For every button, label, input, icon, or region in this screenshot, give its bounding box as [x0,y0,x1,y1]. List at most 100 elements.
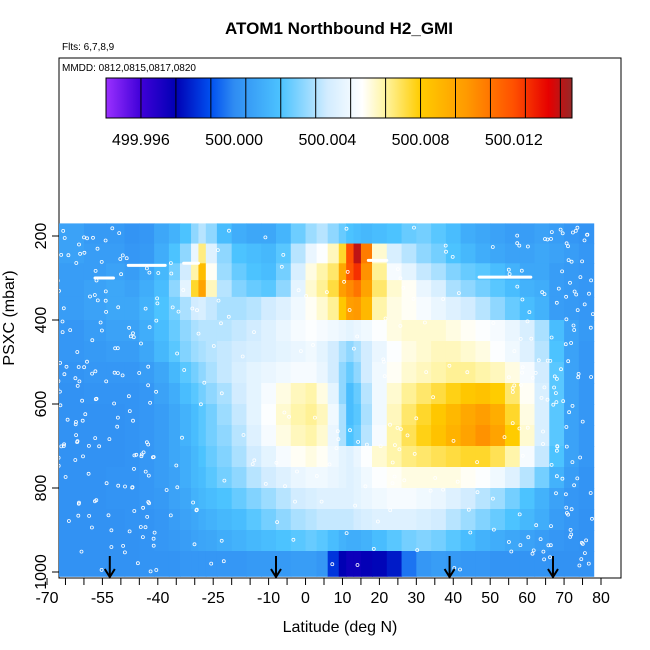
sample-marker [344,226,349,231]
heatmap-cell [549,425,565,447]
sample-marker [559,367,563,372]
heatmap-cell [261,320,277,342]
heatmap-cell [261,263,277,281]
heatmap-cell [475,223,491,245]
heatmap-cell [460,530,477,552]
heatmap-cell [445,243,462,264]
sample-marker [546,543,551,548]
sample-marker [128,334,133,339]
sample-marker [59,389,62,394]
heatmap-cell [154,223,170,245]
sample-marker [141,505,146,510]
heatmap-cell [198,383,207,405]
sample-marker [525,319,530,324]
heatmap-cell [445,509,462,531]
sample-marker [554,391,558,396]
sample-marker [263,235,268,240]
sample-marker [355,563,360,567]
heatmap-cell [460,509,477,531]
heatmap-cell [179,223,192,245]
heatmap-cell [360,404,373,426]
sample-marker [526,535,531,540]
sample-marker [573,228,578,233]
heatmap-cell [205,488,218,510]
colorbar-label-0: 499.996 [112,132,170,149]
sample-marker [100,328,104,333]
heatmap-cell [168,280,181,298]
x-tick-label: 20 [371,590,389,607]
heatmap-cell [460,223,477,245]
sample-marker [219,321,223,326]
heatmap-cell [246,425,262,447]
sample-marker [137,371,142,375]
heatmap-cell [490,530,506,552]
sample-marker [64,364,69,369]
heatmap-cell [490,467,506,489]
heatmap-cell [290,341,307,363]
heatmap-cell [179,551,192,577]
heatmap-cell [431,296,447,321]
sample-marker [241,433,246,437]
heatmap-cell [305,425,318,447]
x-axis: -70 -55 -40 -25 -10 0 10 20 30 40 50 60 … [35,578,610,607]
sample-marker [431,395,436,400]
sample-marker [582,302,587,307]
heatmap-cell [360,243,373,264]
heatmap-cell [216,404,233,426]
heatmap-cell [445,467,462,489]
arrow-marker [270,556,282,579]
heatmap-cell [246,280,262,298]
heatmap-cell [205,341,218,363]
sample-marker [222,478,227,483]
sample-marker [575,308,580,313]
sample-marker [77,242,81,247]
sample-marker [433,476,438,480]
sample-marker [131,331,135,336]
heatmap-cell [431,383,447,405]
sample-marker [151,536,156,541]
heatmap-cell [124,243,140,264]
heatmap-cell [191,383,200,405]
sample-marker [390,481,395,486]
sample-marker [563,342,568,347]
heatmap-cell [372,383,388,405]
heatmap-cell [106,320,126,342]
sample-marker [282,410,287,415]
heatmap-cell [83,509,107,531]
heatmap-cell [106,280,126,298]
sample-marker [74,420,78,424]
heatmap-cell [534,530,550,552]
heatmap-cell [231,263,248,281]
heatmap-cell [154,296,170,321]
sample-marker [109,528,114,533]
heatmap-cell [316,488,329,510]
sample-marker [543,237,547,241]
sample-marker [143,306,148,311]
sample-marker [558,227,563,232]
heatmap-cell [360,341,373,363]
sample-marker [107,437,112,442]
sample-marker [388,508,393,513]
sample-marker [156,271,161,275]
heatmap-cell [549,223,565,245]
heatmap-cell [549,530,565,552]
heatmap-cell [290,243,307,264]
heatmap-cell [360,530,373,552]
x-tick-label: 80 [592,590,610,607]
heatmap-cell [475,509,491,531]
sample-marker [561,399,566,404]
heatmap-cell [353,341,362,363]
heatmap-cell [290,530,307,552]
heatmap-cell [124,383,140,405]
sample-marker [202,380,207,385]
heatmap-cell [139,488,155,510]
heatmap-cell [445,296,462,321]
sample-marker [512,349,517,354]
heatmap-cell [401,280,417,298]
heatmap-cell [316,383,329,405]
heatmap-cell [549,404,565,426]
heatmap-cell [360,296,373,321]
heatmap-cell [445,223,462,245]
heatmap-cell [124,223,140,245]
sample-marker [560,269,564,274]
